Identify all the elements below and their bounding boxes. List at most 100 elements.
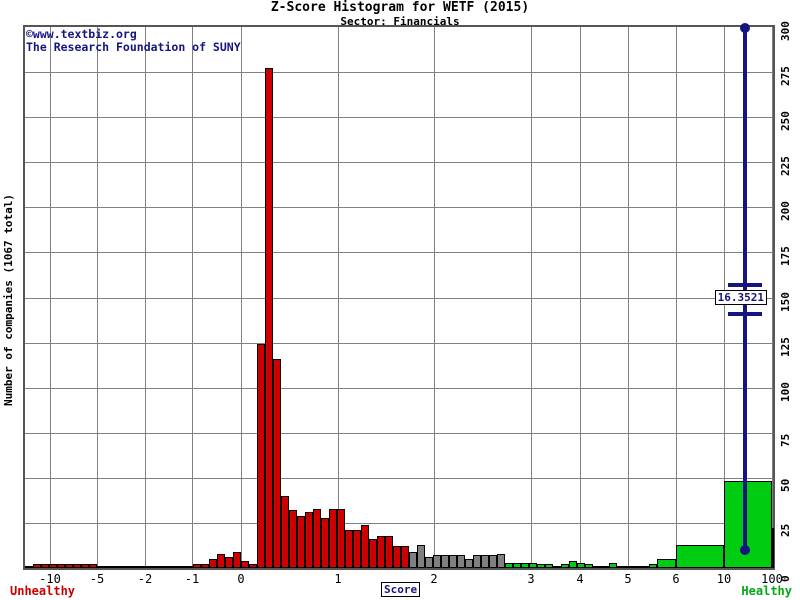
grid-line-horizontal xyxy=(25,387,773,389)
x-axis-tick-label: 1 xyxy=(334,572,342,586)
histogram-bar xyxy=(97,566,105,568)
histogram-bar xyxy=(169,566,177,568)
y-axis-title: Number of companies (1067 total) xyxy=(2,194,15,406)
histogram-bar xyxy=(177,566,185,568)
histogram-bar xyxy=(65,564,73,568)
marker-cap-top xyxy=(727,283,762,288)
histogram-bar xyxy=(772,528,774,568)
grid-line-vertical xyxy=(145,27,146,568)
histogram-bar xyxy=(305,512,313,568)
histogram-bar xyxy=(225,557,233,568)
histogram-bar xyxy=(433,555,441,568)
histogram-bar xyxy=(281,495,289,568)
histogram-bar xyxy=(633,566,641,568)
histogram-bar xyxy=(233,551,241,568)
histogram-bar xyxy=(145,566,153,568)
histogram-bar xyxy=(676,544,724,568)
grid-line-vertical xyxy=(676,27,677,568)
histogram-bar xyxy=(241,560,249,568)
histogram-bar xyxy=(649,564,657,568)
y-axis-tick-label: 200 xyxy=(779,201,792,222)
histogram-bar xyxy=(369,539,377,568)
grid-line-vertical xyxy=(50,27,51,568)
histogram-bar xyxy=(209,558,217,568)
histogram-bar xyxy=(553,566,561,568)
unhealthy-annotation: Unhealthy xyxy=(10,584,76,598)
grid-line-horizontal xyxy=(25,252,773,254)
y-axis-tick-label: 275 xyxy=(779,66,792,87)
histogram-bar xyxy=(457,555,465,568)
histogram-bar xyxy=(593,566,601,568)
histogram-bar xyxy=(201,564,209,568)
grid-line-horizontal xyxy=(25,522,773,524)
histogram-bar xyxy=(81,564,89,568)
histogram-bar xyxy=(89,564,97,568)
histogram-bar xyxy=(297,515,305,568)
histogram-bar xyxy=(465,558,473,568)
marker-dot-bottom xyxy=(739,544,750,555)
histogram-bar xyxy=(609,562,617,568)
x-axis-tick-label: 2 xyxy=(430,572,438,586)
histogram-bar xyxy=(724,481,772,568)
chart-subtitle: Sector: Financials xyxy=(340,15,460,28)
histogram-bar xyxy=(353,530,361,568)
y-axis-tick-label: 25 xyxy=(779,523,792,537)
histogram-bar xyxy=(385,535,393,568)
histogram-bar xyxy=(217,553,225,568)
histogram-bar xyxy=(625,566,633,568)
histogram-bar xyxy=(473,555,481,568)
histogram-bar xyxy=(361,524,369,568)
page-title: Z-Score Histogram for WETF (2015) xyxy=(270,0,530,15)
histogram-bar xyxy=(73,564,81,568)
y-axis-tick-label: 50 xyxy=(779,478,792,492)
x-axis-tick-label: 0 xyxy=(237,572,245,586)
histogram-bar xyxy=(617,566,625,568)
y-axis-tick-label: 75 xyxy=(779,433,792,447)
histogram-bar xyxy=(121,566,129,568)
grid-line-vertical xyxy=(580,27,581,568)
x-axis-tick-label: -2 xyxy=(137,572,153,586)
histogram-bar xyxy=(153,566,161,568)
x-axis-tick-label: 3 xyxy=(527,572,535,586)
plot-area: 16.3521 xyxy=(23,23,775,570)
histogram-bar xyxy=(401,546,409,568)
marker-line xyxy=(742,27,747,550)
histogram-bar xyxy=(505,562,513,568)
x-axis-tick-label: -10 xyxy=(39,572,61,586)
histogram-bar xyxy=(577,562,585,568)
grid-line-vertical xyxy=(241,27,242,568)
histogram-bar xyxy=(41,564,49,568)
histogram-bar xyxy=(409,551,417,568)
grid-line-horizontal xyxy=(25,162,773,164)
grid-line-horizontal xyxy=(25,72,773,74)
histogram-bar xyxy=(489,555,497,568)
x-axis-tick-label: 100 xyxy=(761,572,783,586)
histogram-bar xyxy=(337,508,345,568)
histogram-bar xyxy=(25,566,33,568)
histogram-bar xyxy=(521,562,529,568)
histogram-bar xyxy=(57,564,65,568)
marker-dot-top xyxy=(739,23,750,33)
histogram-bar xyxy=(537,564,545,568)
histogram-bar xyxy=(49,564,57,568)
histogram-bar xyxy=(137,566,145,568)
y-axis-tick-label: 300 xyxy=(779,21,792,41)
marker-value-label: 16.3521 xyxy=(714,289,767,305)
histogram-bar xyxy=(441,555,449,568)
marker-cap-bottom xyxy=(727,311,762,316)
grid-line-vertical xyxy=(338,27,339,568)
histogram-bar xyxy=(249,564,257,568)
x-axis-title: Score xyxy=(381,582,421,597)
x-axis-tick-label: 10 xyxy=(716,572,732,586)
x-axis-tick-label: 6 xyxy=(672,572,680,586)
histogram-bars xyxy=(25,27,774,568)
histogram-bar xyxy=(497,553,505,568)
healthy-annotation: Healthy xyxy=(741,584,792,598)
histogram-bar xyxy=(313,508,321,568)
grid-line-vertical xyxy=(97,27,98,568)
histogram-bar xyxy=(113,566,121,568)
histogram-bar xyxy=(417,544,425,568)
histogram-bar xyxy=(329,508,337,568)
x-axis-tick-label: -1 xyxy=(184,572,200,586)
histogram-bar xyxy=(185,566,193,568)
